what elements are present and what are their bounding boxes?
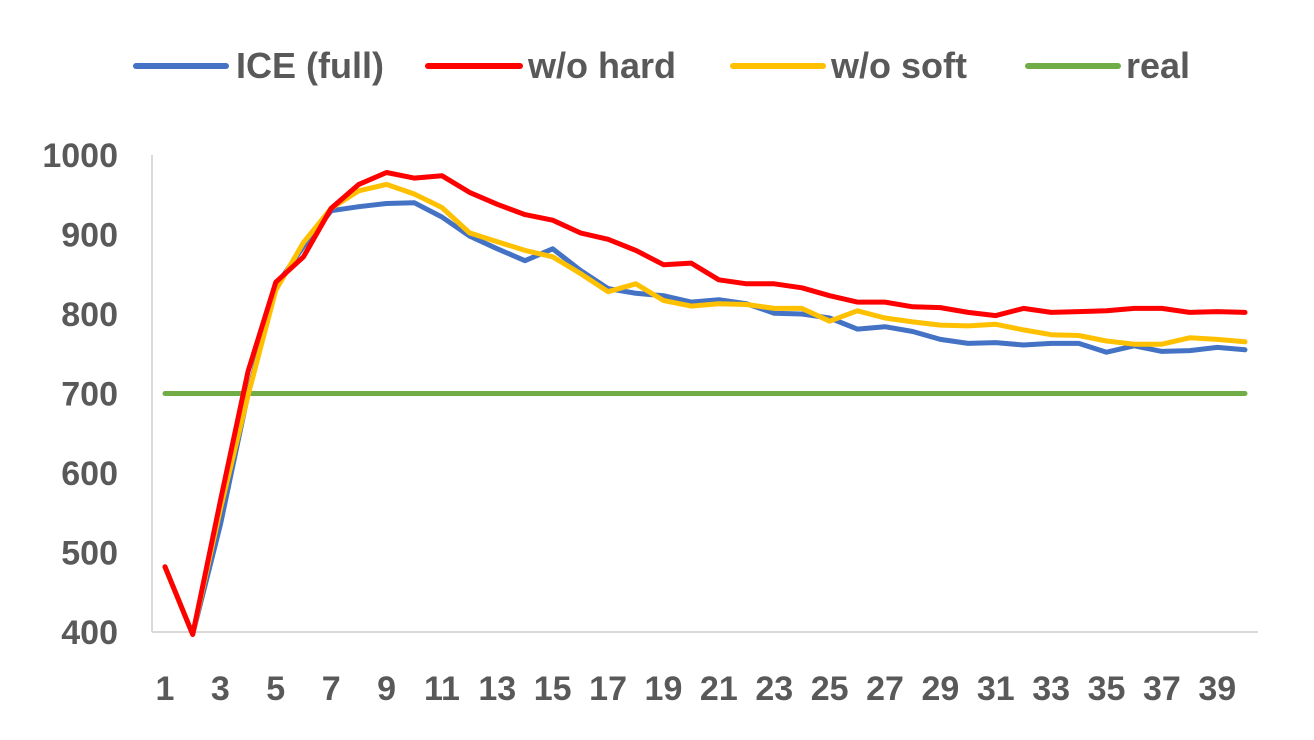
x-tick-label: 29: [921, 670, 959, 708]
x-tick-label: 33: [1032, 670, 1070, 708]
x-tick-label: 25: [811, 670, 849, 708]
y-tick-label: 600: [61, 455, 118, 493]
x-tick-label: 21: [700, 670, 738, 708]
y-tick-label: 500: [61, 535, 118, 573]
x-tick-label: 31: [977, 670, 1015, 708]
x-tick-label: 37: [1143, 670, 1181, 708]
legend-label-ice-full: ICE (full): [236, 45, 384, 86]
series-layer: [162, 170, 1248, 637]
y-tick-label: 900: [61, 217, 118, 255]
y-tick-label: 1000: [42, 137, 118, 175]
x-tick-label: 23: [755, 670, 793, 708]
y-tick-label: 800: [61, 296, 118, 334]
x-tick-label: 7: [322, 670, 341, 708]
x-tick-label: 35: [1088, 670, 1126, 708]
x-tick-label: 19: [645, 670, 683, 708]
x-tick-label: 17: [589, 670, 627, 708]
legend: ICE (full) w/o hard w/o soft real: [133, 45, 1190, 86]
series-line-w-o-hard: [162, 170, 1248, 637]
x-axis: 1 3 5 7 9 11 13 15 17 19 21 23 25 27 29 31 33 35 37 39: [152, 631, 1258, 708]
legend-label-w-o-soft: w/o soft: [830, 45, 967, 86]
x-tick-label: 27: [866, 670, 904, 708]
y-tick-label: 700: [61, 376, 118, 414]
series-line-w-o-soft: [162, 181, 1248, 637]
y-tick-label: 400: [61, 614, 118, 652]
x-tick-label: 13: [478, 670, 516, 708]
legend-label-w-o-hard: w/o hard: [527, 45, 676, 86]
x-tick-label: 11: [424, 670, 460, 708]
x-tick-label: 5: [266, 670, 285, 708]
series-line-ice-full: [162, 200, 1248, 637]
x-tick-label: 9: [377, 670, 396, 708]
x-tick-label: 3: [211, 670, 230, 708]
legend-label-real: real: [1126, 45, 1190, 86]
y-axis: 400 500 600 700 800 900 1000: [42, 137, 153, 652]
x-tick-label: 15: [534, 670, 572, 708]
x-tick-label: 39: [1198, 670, 1236, 708]
x-tick-label: 1: [156, 670, 175, 708]
